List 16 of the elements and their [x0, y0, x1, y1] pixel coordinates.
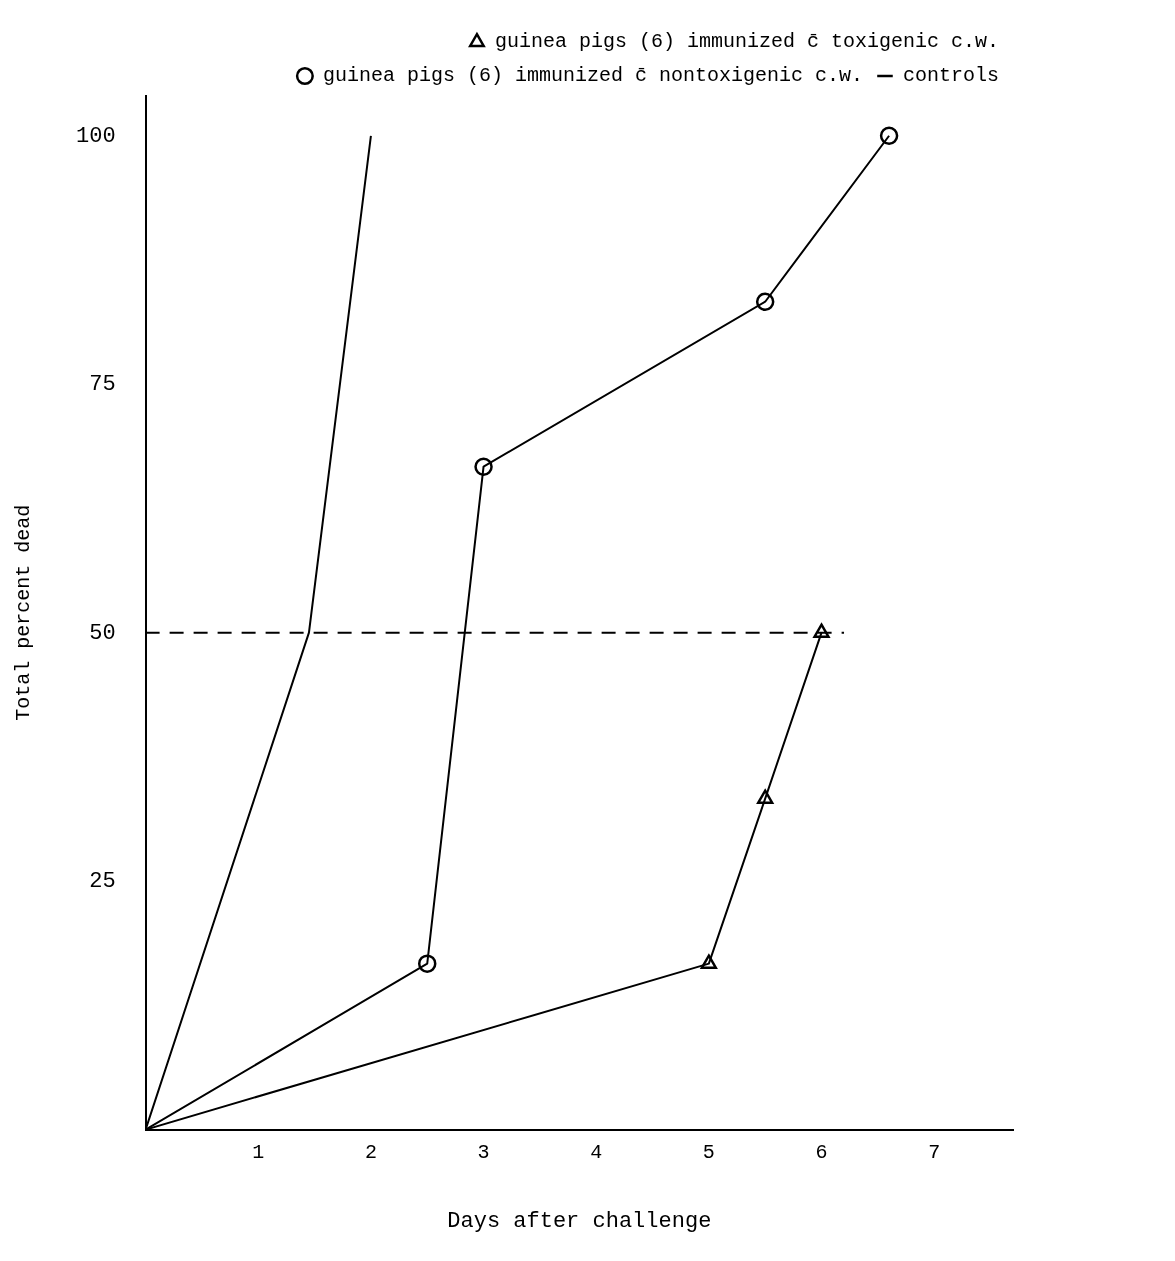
legend-label: controls — [902, 64, 999, 88]
y-tick-label: 100 — [76, 123, 116, 149]
x-tick-label: 6 — [815, 1140, 828, 1164]
y-tick-label: 25 — [89, 868, 116, 894]
y-tick-label: 50 — [89, 620, 116, 646]
x-tick-label: 1 — [252, 1140, 265, 1164]
x-tick-label: 2 — [364, 1140, 377, 1164]
y-tick-label: 75 — [89, 372, 116, 398]
x-tick-label: 4 — [590, 1140, 603, 1164]
legend-label: guinea pigs (6) immunized c̄ nontoxigenic c.w. — [322, 64, 863, 88]
y-axis-title: Total percent dead — [12, 504, 36, 721]
x-tick-label: 5 — [702, 1140, 715, 1164]
x-tick-label: 3 — [477, 1140, 490, 1164]
legend-label: guinea pigs (6) immunized c̄ toxigenic c.w. — [494, 30, 1000, 54]
x-axis-title: Days after challenge — [447, 1208, 712, 1234]
x-tick-label: 7 — [928, 1140, 941, 1164]
